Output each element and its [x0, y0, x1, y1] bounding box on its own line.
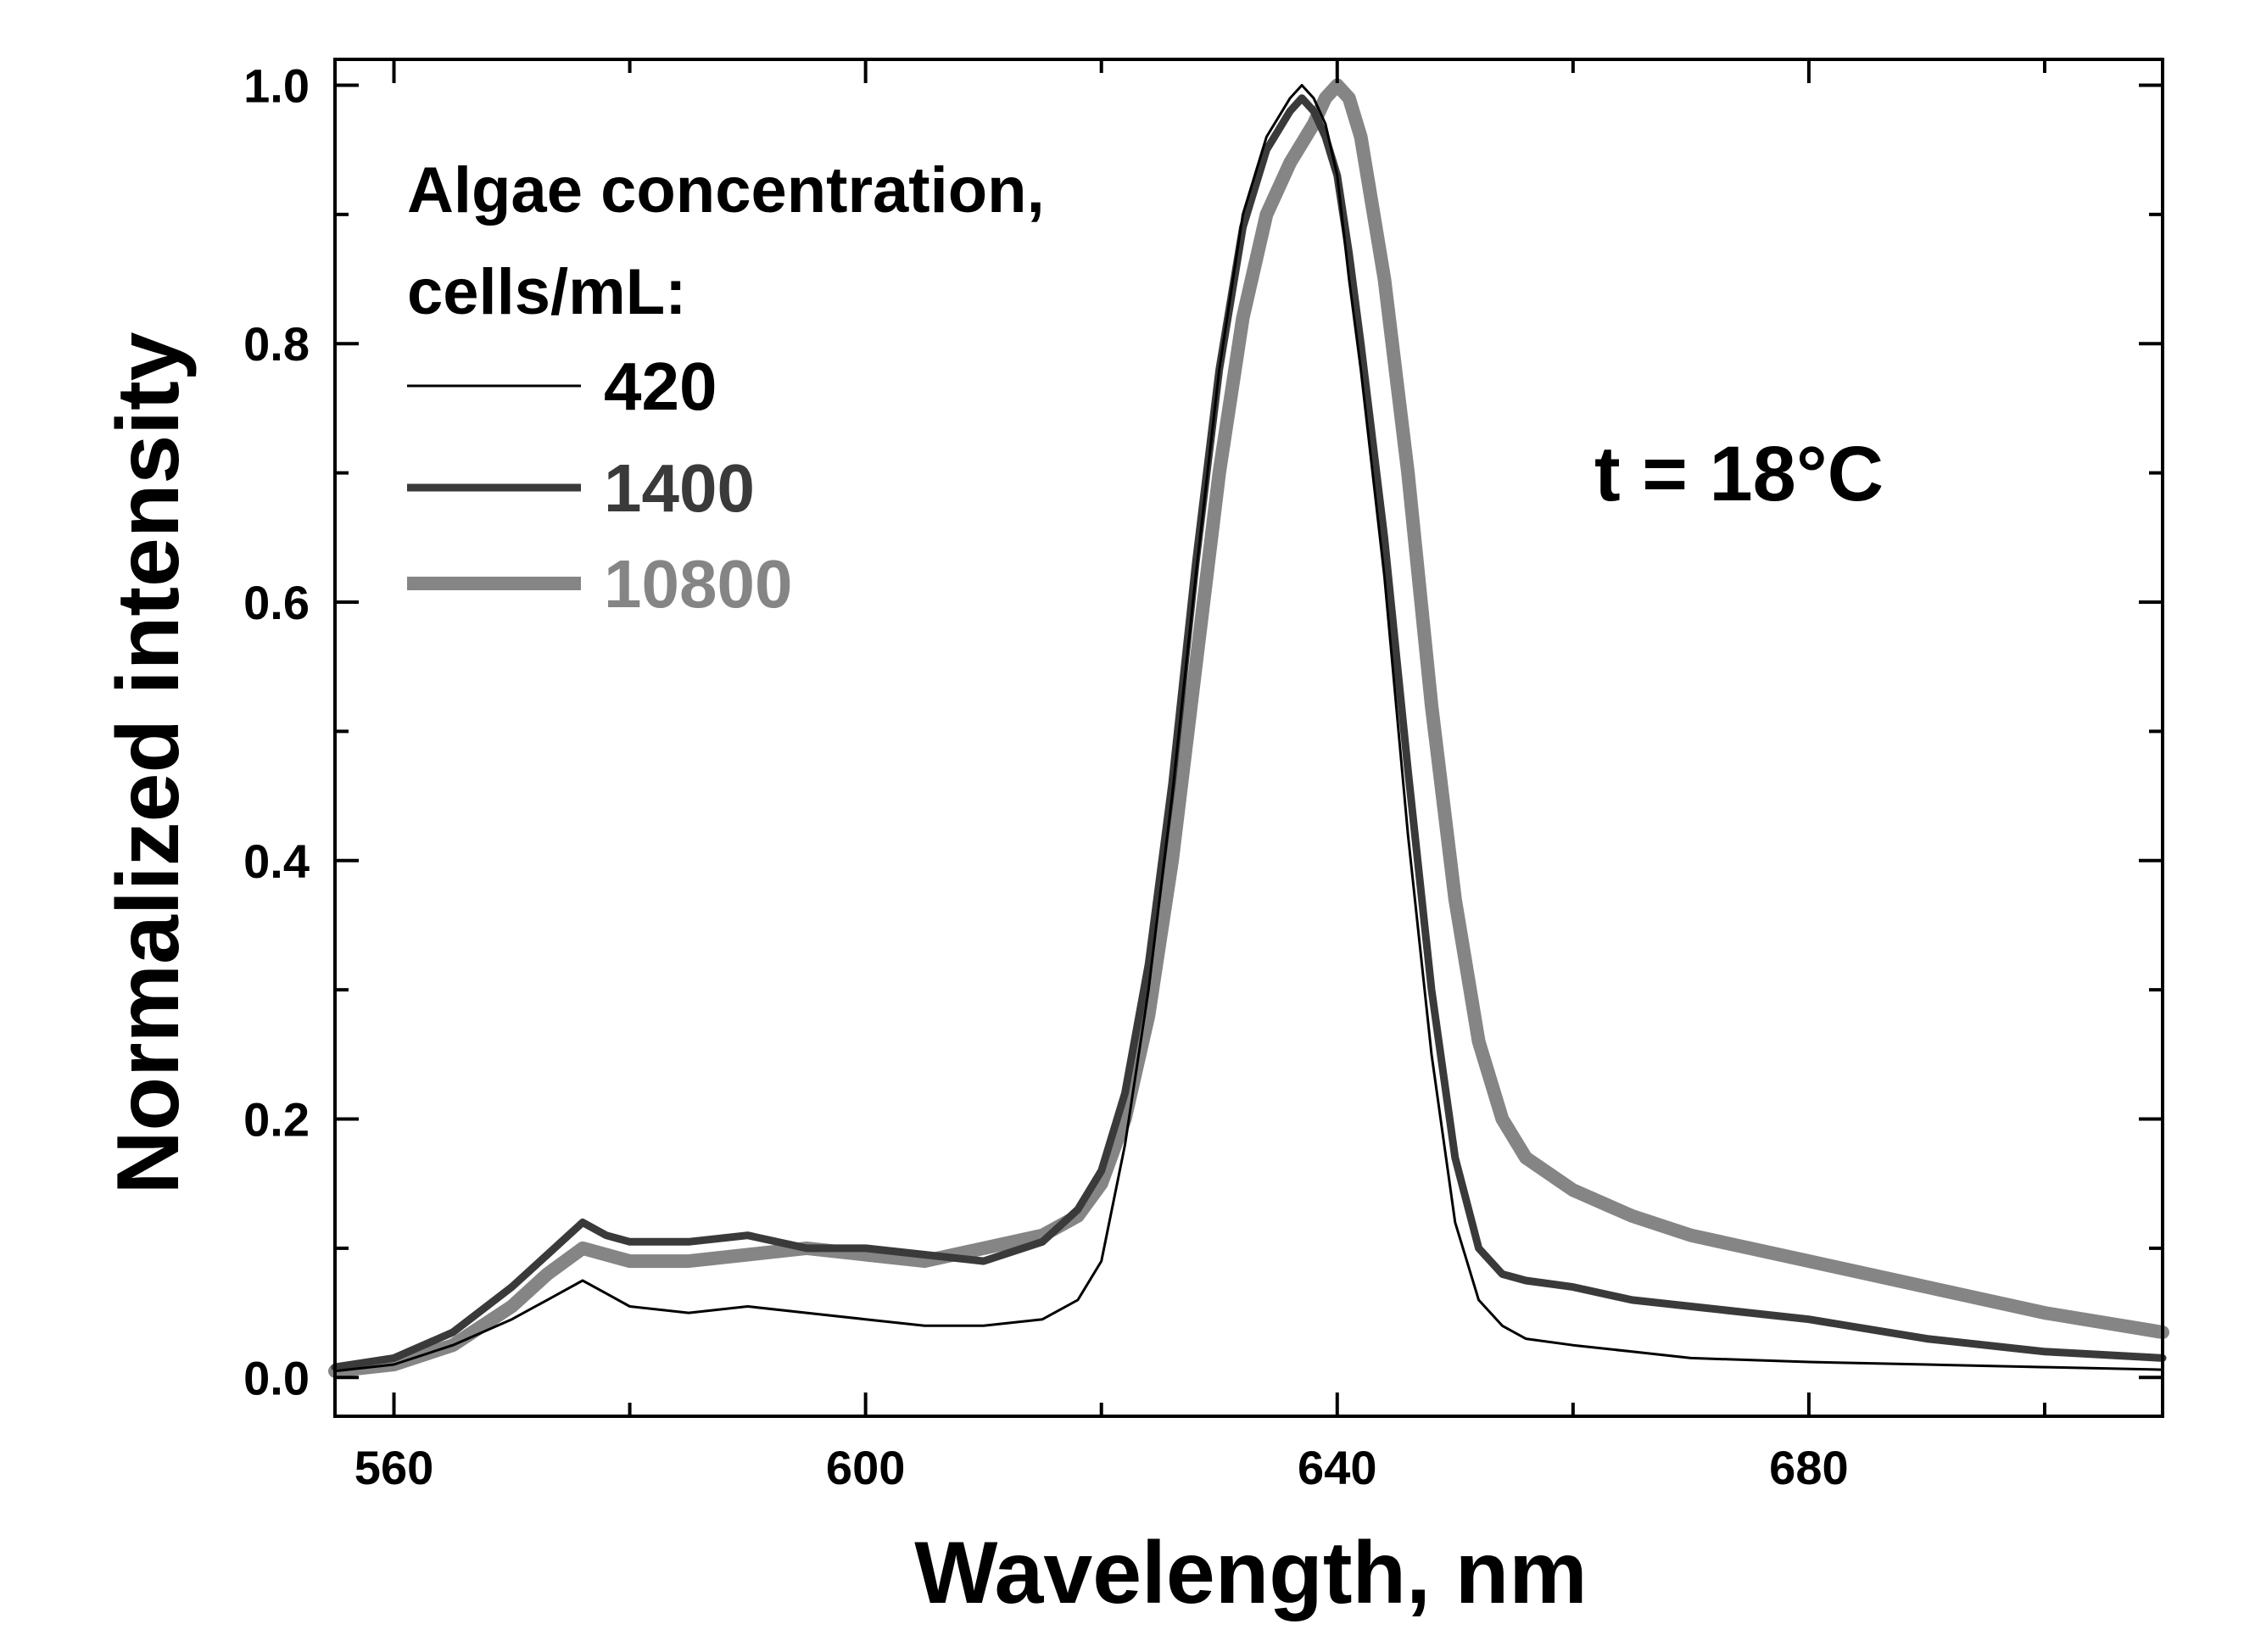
x-tick-label: 640 [1298, 1441, 1376, 1494]
y-tick-label: 1.0 [243, 59, 310, 112]
series-layer [328, 78, 2169, 1378]
legend-label-420: 420 [604, 349, 717, 424]
y-tick-labels: 0.0 0.2 0.4 0.6 0.8 1.0 [243, 59, 310, 1404]
y-tick-label: 0.6 [243, 576, 310, 629]
plot-frame [333, 58, 2164, 1418]
x-tick-label: 560 [354, 1441, 433, 1494]
x-tick-labels: 560 600 640 680 [354, 1441, 1849, 1494]
y-tick-label: 0.4 [243, 834, 310, 888]
legend-title-line2: cells/mL: [407, 256, 686, 328]
series-line-10800 [328, 78, 2169, 1378]
series-line-1400 [331, 94, 2167, 1371]
legend: Algae concentration, cells/mL: 420 1400 … [407, 154, 1045, 622]
y-tick-label: 0.8 [243, 317, 310, 371]
legend-label-10800: 10800 [604, 546, 792, 622]
y-tick-label: 0.0 [243, 1351, 310, 1404]
temperature-annotation: t = 18°C [1594, 431, 1884, 517]
x-tick-label: 600 [826, 1441, 905, 1494]
legend-label-1400: 1400 [604, 450, 755, 526]
legend-title-line1: Algae concentration, [407, 154, 1045, 226]
ticks-layer [335, 59, 2163, 1416]
x-tick-label: 680 [1769, 1441, 1848, 1494]
y-axis-title: Normalized intensity [99, 332, 198, 1194]
series-line-420 [333, 84, 2164, 1373]
y-tick-label: 0.2 [243, 1093, 310, 1147]
x-axis-title: Wavelength, nm [914, 1524, 1588, 1622]
